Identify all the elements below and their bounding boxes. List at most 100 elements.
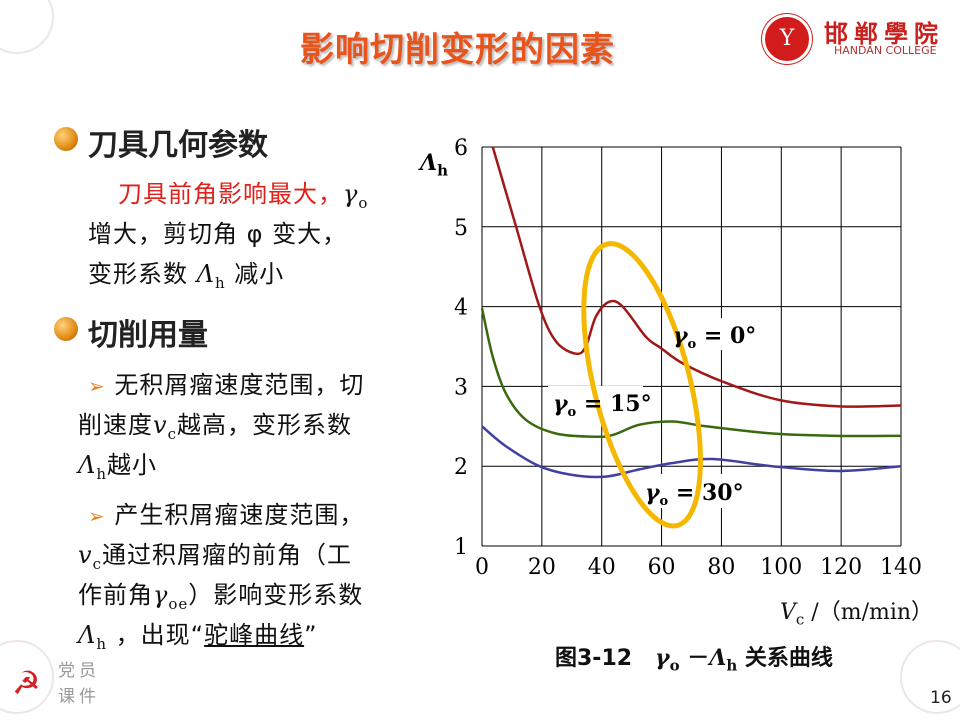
text: 削速度 [78,411,153,439]
x-tick-label: 120 [820,555,862,580]
y-tick-label: 3 [454,375,468,400]
gamma-symbol: γ [153,581,169,609]
y-tick-label: 1 [454,535,468,560]
arrow-bullet-icon: ➢ [88,374,106,398]
gamma-symbol: γ [645,480,661,506]
text: ” [304,621,318,649]
label-gamma-15: γo = 15° [553,391,652,420]
lambda-symbol: Λ [78,451,97,479]
subscript: o [688,337,697,352]
gamma-symbol: γ [673,323,689,349]
courseware-text: 课件 [58,687,100,707]
logo-chinese: 邯郸學院 [824,20,944,48]
label-background [640,474,740,508]
text: 无积屑瘤速度范围，切 [105,371,365,399]
subscript: o [660,494,669,509]
x-tick-label: 0 [475,555,489,580]
text: ）影响变形系数 [188,581,364,609]
text-line: ➢ 产生积屑瘤速度范围， [88,495,364,530]
label-value: = 0° [696,323,756,349]
college-seal-icon: Y [762,14,812,64]
x-tick-label: 60 [648,555,676,580]
subscript: h [96,634,108,653]
text: 关系曲线 [737,646,833,671]
subscript: c [795,610,805,629]
text: ，出现“ [107,621,205,649]
subscript: oe [168,594,189,613]
subscript: o [669,656,680,675]
x-tick-label: 40 [588,555,616,580]
subscript: h [726,656,738,675]
text-line: 削速度vc越高，变形系数 [78,405,352,443]
underlined-term: 驼峰曲线 [204,621,305,649]
bullet-icon [54,127,78,151]
text: 越小 [107,451,158,479]
label-gamma-30: γo = 30° [645,480,744,509]
hammer-sickle-icon: ☭ [12,664,41,702]
text-line: 作前角γoe）影响变形系数 [78,575,363,613]
gamma-symbol: γ [655,645,670,671]
label-value: = 15° [576,391,651,417]
v-symbol: v [153,411,168,439]
text: 通过积屑瘤的前角（工 [101,541,352,569]
section-heading-tool-geometry: 刀具几何参数 [88,128,268,163]
curve-gamma-30 [481,425,902,479]
label-gamma-0: γo = 0° [673,323,756,352]
y-tick-label: 2 [454,455,468,480]
text-line: ➢ 无积屑瘤速度范围，切 [88,365,364,400]
text: 变形系数 [88,260,197,288]
curve-gamma-15 [480,307,902,439]
unit-text: /（m/min） [804,600,934,625]
subscript: h [96,464,108,483]
text: 作前角 [78,581,153,609]
decorative-corner-bottom-right [900,640,960,714]
lambda-symbol: Λ [78,621,97,649]
text-line: Λh越小 [78,445,157,483]
college-logo: Y 邯郸學院 HANDAN COLLEGE [762,12,952,64]
subscript: o [568,405,577,420]
party-text: 党员 [58,661,100,681]
gamma-symbol: γ [343,180,359,208]
curve-gamma-0 [491,146,902,408]
arrow-bullet-icon: ➢ [88,504,106,528]
party-courseware-logo: ☭ 党员 课件 [12,656,112,712]
x-tick-label: 80 [707,555,735,580]
y-tick-label: 4 [454,296,468,321]
text-line: 变形系数 Λh 减小 [88,254,284,292]
x-tick-label: 100 [760,555,802,580]
figure-number: 图3-12 [555,646,633,671]
subscript: o [358,193,369,212]
text: － [679,646,710,671]
y-tick-label: 6 [454,136,468,161]
subscript: c [167,424,177,443]
slide-title: 影响切削变形的因素 [300,30,615,70]
y-tick-label: 5 [454,216,468,241]
x-tick-label: 20 [528,555,556,580]
text-line: 增大，剪切角 φ 变大， [88,220,348,248]
subscript: c [92,554,102,573]
text-line: 刀具前角影响最大，γo [118,174,368,212]
lambda-symbol: Λ [196,260,215,288]
logo-english: HANDAN COLLEGE [834,44,937,57]
v-symbol: V [780,600,796,625]
text: 减小 [225,260,285,288]
label-value: = 30° [668,480,743,506]
page-number: 16 [930,688,952,708]
text-line: vc通过积屑瘤的前角（工 [78,535,352,573]
y-axis-label: Λh [420,150,448,179]
bullet-icon [54,317,78,341]
highlight-text: 刀具前角影响最大， [118,180,343,208]
section-heading-cutting-parameters: 切削用量 [88,318,208,353]
lambda-symbol: Λ [709,645,727,671]
text: 越高，变形系数 [176,411,352,439]
text: 产生积屑瘤速度范围， [105,501,365,529]
figure-caption: 图3-12 γo －Λh 关系曲线 [555,640,833,674]
gamma-symbol: γ [553,391,569,417]
x-tick-label: 140 [880,555,922,580]
subscript: h [437,161,448,180]
hump-highlight-ellipse [581,241,703,529]
text-line: Λh ，出现“驼峰曲线” [78,615,318,653]
x-axis-label: Vc /（m/min） [780,594,933,628]
v-symbol: v [78,541,93,569]
